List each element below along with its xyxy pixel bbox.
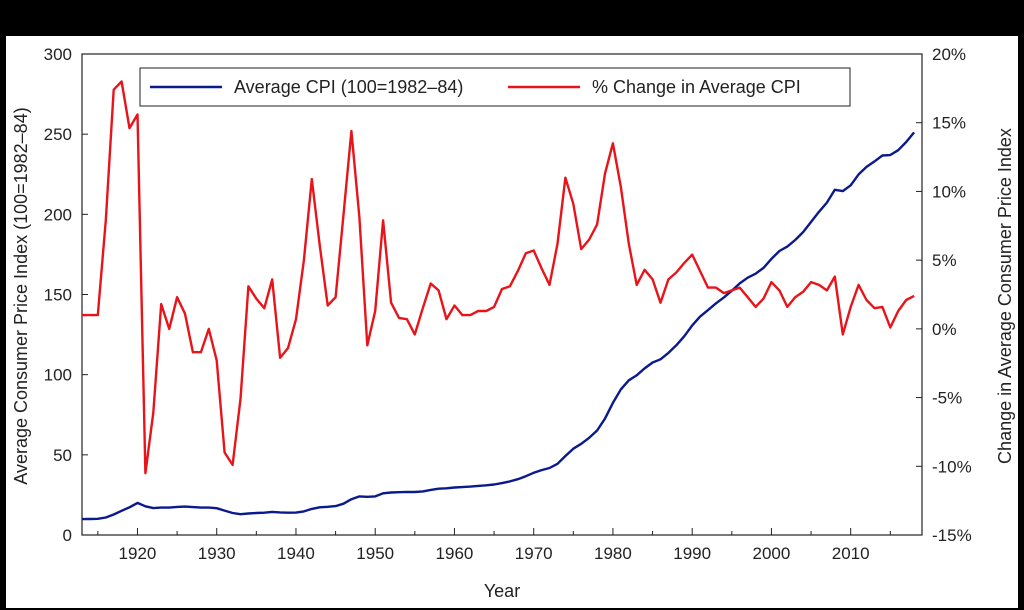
right-y-tick-label: 10%: [932, 182, 966, 201]
right-y-tick-label: -10%: [932, 457, 972, 476]
x-tick-label: 1960: [436, 544, 474, 563]
average-cpi-line: [81, 131, 916, 521]
right-y-tick-label: -15%: [932, 526, 972, 545]
legend: Average CPI (100=1982–84) % Change in Ave…: [139, 67, 851, 107]
left-y-tick-label: 150: [44, 286, 72, 305]
plot-area-border: [81, 53, 923, 536]
right-y-tick-label: 15%: [932, 114, 966, 133]
left-y-tick-label: 200: [44, 205, 72, 224]
left-y-tick-label: 0: [63, 526, 72, 545]
right-y-axis-title: Change in Average Consumer Price Index: [995, 128, 1015, 464]
x-tick-label: 1940: [277, 544, 315, 563]
x-tick-label: 1930: [198, 544, 236, 563]
x-tick-label: 1990: [673, 544, 711, 563]
left-y-tick-label: 300: [44, 45, 72, 64]
right-y-tick-label: 20%: [932, 45, 966, 64]
left-y-axis-title: Average Consumer Price Index (100=1982–8…: [11, 107, 31, 484]
x-tick-label: 2010: [832, 544, 870, 563]
x-tick-label: 1950: [356, 544, 394, 563]
x-axis-title: Year: [484, 581, 520, 601]
left-y-tick-label: 50: [53, 446, 72, 465]
left-y-tick-label: 250: [44, 125, 72, 144]
left-y-tick-label: 100: [44, 366, 72, 385]
x-tick-label: 2000: [753, 544, 791, 563]
x-tick-label: 1920: [119, 544, 157, 563]
legend-box: [139, 67, 851, 107]
legend-label-percent-change: % Change in Average CPI: [592, 77, 801, 97]
series-lines: [81, 80, 916, 521]
x-tick-label: 1970: [515, 544, 553, 563]
percent-change-cpi-line: [82, 80, 915, 475]
tick-labels: 0 50 100 150 200 250 300 -15% -10% -5% 0% 5% 10% 15% 2…: [44, 45, 972, 563]
right-y-tick-label: 0%: [932, 320, 957, 339]
x-tick-label: 1980: [594, 544, 632, 563]
right-y-tick-label: -5%: [932, 389, 962, 408]
axes: [81, 53, 923, 536]
legend-label-average-cpi: Average CPI (100=1982–84): [234, 77, 463, 97]
chart-panel: [6, 36, 1018, 608]
right-y-tick-label: 5%: [932, 251, 957, 270]
